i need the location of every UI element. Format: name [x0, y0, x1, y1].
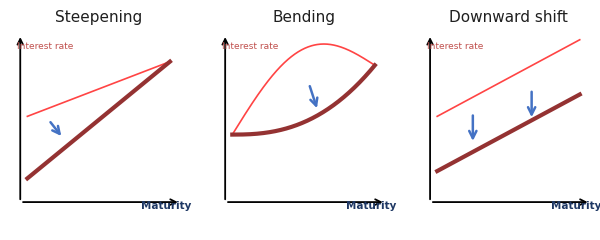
Text: Steepening: Steepening	[55, 10, 142, 25]
Text: Bending: Bending	[272, 10, 335, 25]
Text: Interest rate: Interest rate	[221, 42, 278, 51]
Text: Downward shift: Downward shift	[449, 10, 568, 25]
Text: Interest rate: Interest rate	[17, 42, 73, 51]
Text: Maturity: Maturity	[141, 201, 191, 211]
Text: Maturity: Maturity	[346, 201, 397, 211]
Text: Interest rate: Interest rate	[427, 42, 483, 51]
Text: Maturity: Maturity	[551, 201, 600, 211]
